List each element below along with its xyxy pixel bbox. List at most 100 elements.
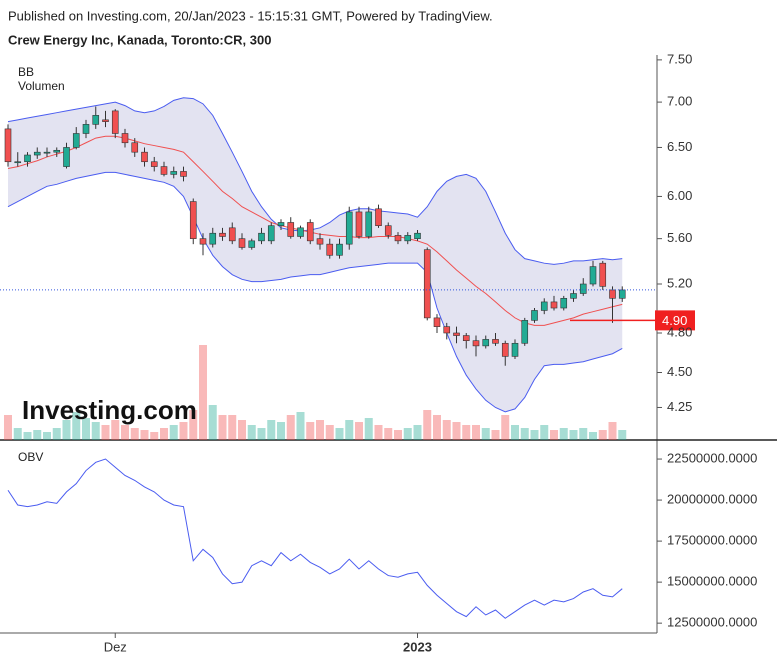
candle-body [443,326,451,334]
volume-bar [423,410,432,440]
volume-bar [121,425,129,440]
candle-body [63,147,70,167]
volume-bar [72,412,81,440]
candle-body [384,225,392,236]
candle-body [433,317,441,327]
volume-bar [433,415,441,440]
candle-body [404,235,412,242]
volume-bar [589,432,597,440]
volume-bar [91,422,100,440]
y-tick-label: 5.20 [667,275,692,290]
candle-body [511,342,519,357]
candle-body [316,238,324,245]
y-tick-label: 7.50 [667,51,692,66]
volume-bar [316,420,324,440]
candle-body [238,238,246,248]
candle-body [33,151,41,156]
bb-upper [7,97,623,265]
volume-bar [374,425,383,440]
y-tick-label: 12500000.0000 [667,615,757,630]
candle-body [375,208,382,226]
volume-bar [501,415,510,440]
x-tick-label: 2023 [403,639,432,654]
candle-body [531,310,538,321]
volume-bar [364,418,373,440]
indicator-label: Volumen [18,79,65,93]
volume-bar [4,415,12,440]
candle-body [599,262,607,287]
y-tick-label: 20000000.0000 [667,492,757,507]
volume-bar [179,422,188,440]
volume-bar [472,425,480,440]
volume-bar [355,422,363,440]
volume-bar [462,425,471,440]
candle-body [394,235,402,242]
instrument: Crew Energy Inc, Kanada, Toronto:CR, 300 [8,32,271,47]
volume-bar [491,430,500,440]
volume-bar [511,425,519,440]
volume-bar [277,422,285,440]
candle-body [267,225,275,242]
volume-bar [23,432,32,440]
candle-body [570,293,577,299]
volume-bar [160,428,168,440]
volume-bar [296,412,305,440]
candle-body [345,211,353,245]
candle-body [540,301,548,311]
volume-bar [608,422,617,440]
candle-body [550,301,558,309]
candle-body [131,142,139,153]
candle-body [209,232,217,245]
candle-body [92,115,100,125]
candle-body [228,227,236,242]
candle-body [306,222,314,242]
volume-bar [247,425,256,440]
candle-body [560,297,568,309]
volume-bar [384,428,393,440]
candle-body [579,283,587,294]
volume-bar [335,428,344,440]
candle-body [24,154,31,163]
volume-bar [62,420,71,440]
watermark: Investing.com [22,395,197,425]
volume-bar [452,422,461,440]
y-tick-label: 4.80 [667,324,692,339]
volume-bar [101,425,110,440]
volume-bar [43,432,51,440]
volume-bar [286,415,295,440]
volume-bar [169,425,178,440]
y-tick-label: 5.60 [667,230,692,245]
y-tick-label: 6.50 [667,139,692,154]
volume-bar [52,428,61,440]
volume-bar [520,428,529,440]
candle-body [141,151,148,163]
volume-bar [481,428,490,440]
volume-bar [140,430,149,440]
volume-bar [208,405,217,440]
candle-body [414,232,421,239]
volume-bar [130,428,139,440]
y-tick-label: 22500000.0000 [667,450,757,465]
candle-body [472,340,480,347]
candle-body [4,128,12,163]
candle-body [297,227,304,237]
candle-body [492,339,499,344]
candle-body [219,232,226,237]
volume-bar [598,430,607,440]
candle-body [609,289,616,299]
bb-area [8,97,623,412]
indicator-label: BB [18,65,34,79]
bb-middle [7,135,623,326]
candle-body [453,332,460,336]
candle-body [189,201,197,239]
candle-body [199,238,207,245]
candle-body [121,133,129,144]
candle-body [521,320,529,344]
volume-bar [559,428,568,440]
volume-bar [82,418,90,440]
candle-body [102,119,109,122]
volume-bar [394,430,402,440]
price-tag [655,310,695,331]
candle-body [501,342,509,357]
y-tick-label: 15000000.0000 [667,574,757,589]
